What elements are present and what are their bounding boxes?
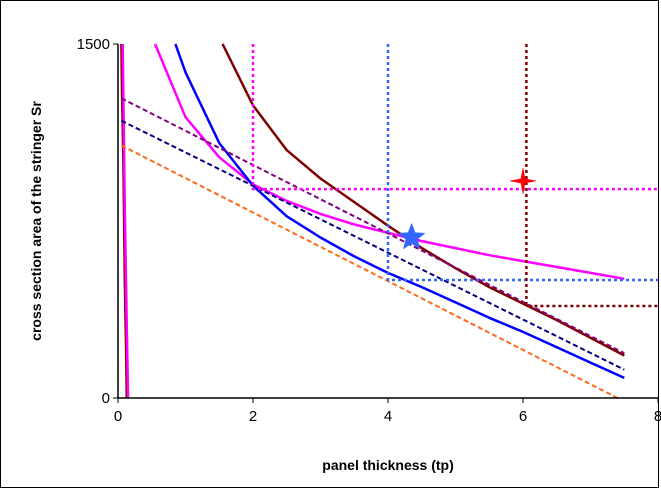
tick-layer: 0 2 4 6 8 0 1500 [77, 36, 661, 425]
y-axis-title: cross section area of the stringer Sr [28, 101, 44, 341]
x-tick-label: 0 [114, 408, 122, 425]
series-line-10 [386, 44, 658, 282]
series-line-11 [525, 44, 658, 308]
series-line-9 [251, 44, 658, 191]
y-tick-label: 0 [102, 390, 110, 407]
series-line-5 [174, 43, 625, 380]
series-line-4 [153, 43, 625, 281]
star-marker-1 [509, 167, 537, 194]
star-marker-2 [397, 222, 426, 250]
x-tick-label: 8 [654, 408, 661, 425]
series-line-6 [120, 97, 625, 355]
series-layer [120, 43, 658, 399]
x-tick-label: 2 [249, 408, 257, 425]
marker-layer [397, 167, 537, 250]
x-tick-label: 4 [384, 408, 392, 425]
series-line-7 [120, 119, 625, 371]
series-line-2 [121, 43, 130, 399]
x-tick-label: 6 [519, 408, 527, 425]
y-tick-label: 1500 [77, 36, 110, 53]
series-line-8 [120, 144, 618, 399]
x-axis-title: panel thickness (tp) [322, 457, 453, 473]
